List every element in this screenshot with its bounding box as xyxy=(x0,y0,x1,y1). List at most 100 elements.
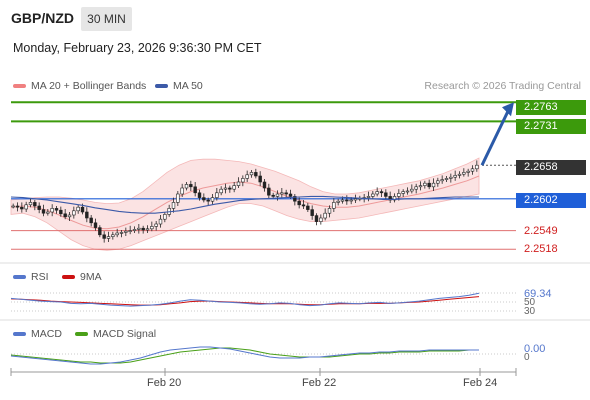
candle-body xyxy=(284,192,288,195)
legend-swatch xyxy=(62,275,75,280)
candle-body xyxy=(444,178,449,180)
candle-body xyxy=(128,230,132,232)
candle-body xyxy=(436,180,440,184)
candle-body xyxy=(219,188,223,194)
candle-body xyxy=(371,193,375,197)
legend-swatch xyxy=(13,84,26,89)
legend-rsi: RSI xyxy=(13,271,49,283)
candle-body xyxy=(293,196,297,202)
candle-body xyxy=(150,226,154,230)
candle-body xyxy=(401,191,405,194)
legend-rsi-ma: 9MA xyxy=(62,271,102,283)
candle-body xyxy=(405,190,410,193)
candle-body xyxy=(319,217,323,222)
candle-body xyxy=(15,205,20,208)
candle-body xyxy=(288,193,293,197)
candle-body xyxy=(141,227,145,231)
macd-line xyxy=(10,346,479,365)
bollinger-mid-line xyxy=(10,175,480,230)
candle-body xyxy=(440,179,444,182)
candle-body xyxy=(24,204,28,210)
legend-rsi-ma-label: 9MA xyxy=(80,271,102,283)
legend-ma50: MA 50 xyxy=(155,80,203,92)
projection-arrow-head xyxy=(502,102,514,117)
candle-body xyxy=(375,191,379,195)
candle-body xyxy=(189,184,193,188)
candle-body xyxy=(366,196,371,198)
candle-body xyxy=(50,208,54,213)
rsi-line xyxy=(10,292,480,307)
candle-body xyxy=(336,200,340,203)
candle-body xyxy=(54,208,59,211)
candle-body xyxy=(462,172,466,175)
legend-ma50-label: MA 50 xyxy=(173,80,203,92)
candle-body xyxy=(258,175,262,183)
symbol-title: GBP/NZD xyxy=(11,10,74,26)
candle-body xyxy=(301,204,306,207)
candle-body xyxy=(453,175,457,178)
candle-body xyxy=(236,181,241,186)
candle-body xyxy=(427,182,431,188)
legend-swatch xyxy=(75,332,88,337)
candle-body xyxy=(423,182,427,186)
candle-body xyxy=(267,187,271,196)
resistance2-tag: 2.2763 xyxy=(516,100,586,115)
legend-swatch xyxy=(13,332,26,337)
candle-body xyxy=(20,206,24,210)
candle-body xyxy=(297,200,301,206)
candle-body xyxy=(414,186,418,190)
candle-body xyxy=(275,193,280,197)
candle-body xyxy=(249,172,254,176)
candle-body xyxy=(85,211,89,219)
candle-body xyxy=(215,192,219,198)
ma50-line xyxy=(10,195,479,214)
bollinger-band xyxy=(10,157,480,251)
candle-body xyxy=(76,206,80,212)
candle-body xyxy=(241,178,245,183)
legend-macd-signal: MACD Signal xyxy=(75,328,156,340)
candle-body xyxy=(271,194,275,197)
candle-body xyxy=(280,192,284,195)
support2-label: 2.2518 xyxy=(524,243,558,255)
legend-macd-label: MACD xyxy=(31,328,62,340)
candle-body xyxy=(154,223,158,227)
candle-body xyxy=(41,209,46,214)
candle-body xyxy=(28,202,33,206)
candle-body xyxy=(33,202,37,207)
pivot-tag: 2.2602 xyxy=(516,193,586,208)
candle-body xyxy=(124,230,128,233)
candle-body xyxy=(59,209,63,215)
candle-body xyxy=(340,199,345,202)
candle-body xyxy=(93,222,98,228)
candle-body xyxy=(397,193,401,197)
candle-body xyxy=(163,214,167,220)
candle-body xyxy=(228,187,232,190)
candle-body xyxy=(345,199,349,202)
candle-body xyxy=(314,215,319,222)
candle-body xyxy=(470,168,475,172)
candle-body xyxy=(158,218,163,225)
candle-body xyxy=(254,172,258,177)
timestamp: Monday, February 23, 2026 9:36:30 PM CET xyxy=(13,41,262,55)
resistance1-tag: 2.2731 xyxy=(516,119,586,134)
chart-header: GBP/NZD 30 MIN xyxy=(0,0,590,40)
projection-arrow-shaft xyxy=(480,110,510,166)
candle-body xyxy=(306,205,310,210)
candle-body xyxy=(327,208,332,214)
candle-body xyxy=(102,234,106,239)
x-axis-label: Feb 24 xyxy=(463,377,498,389)
candle-body xyxy=(210,197,215,202)
candle-body xyxy=(180,187,184,195)
rsi-tick-50: 50 xyxy=(524,297,536,308)
candle-body xyxy=(457,173,462,176)
x-axis-label: Feb 20 xyxy=(147,377,182,389)
timeframe-button[interactable]: 30 MIN xyxy=(81,7,132,31)
macd-value: 0.00 xyxy=(524,343,546,355)
rsi-value: 69.34 xyxy=(524,288,552,300)
candle-body xyxy=(245,174,249,179)
candle-body xyxy=(206,199,210,202)
candle-body xyxy=(46,211,50,214)
credit-text: Research © 2026 Trading Central xyxy=(424,80,581,92)
candle-body xyxy=(106,236,111,239)
